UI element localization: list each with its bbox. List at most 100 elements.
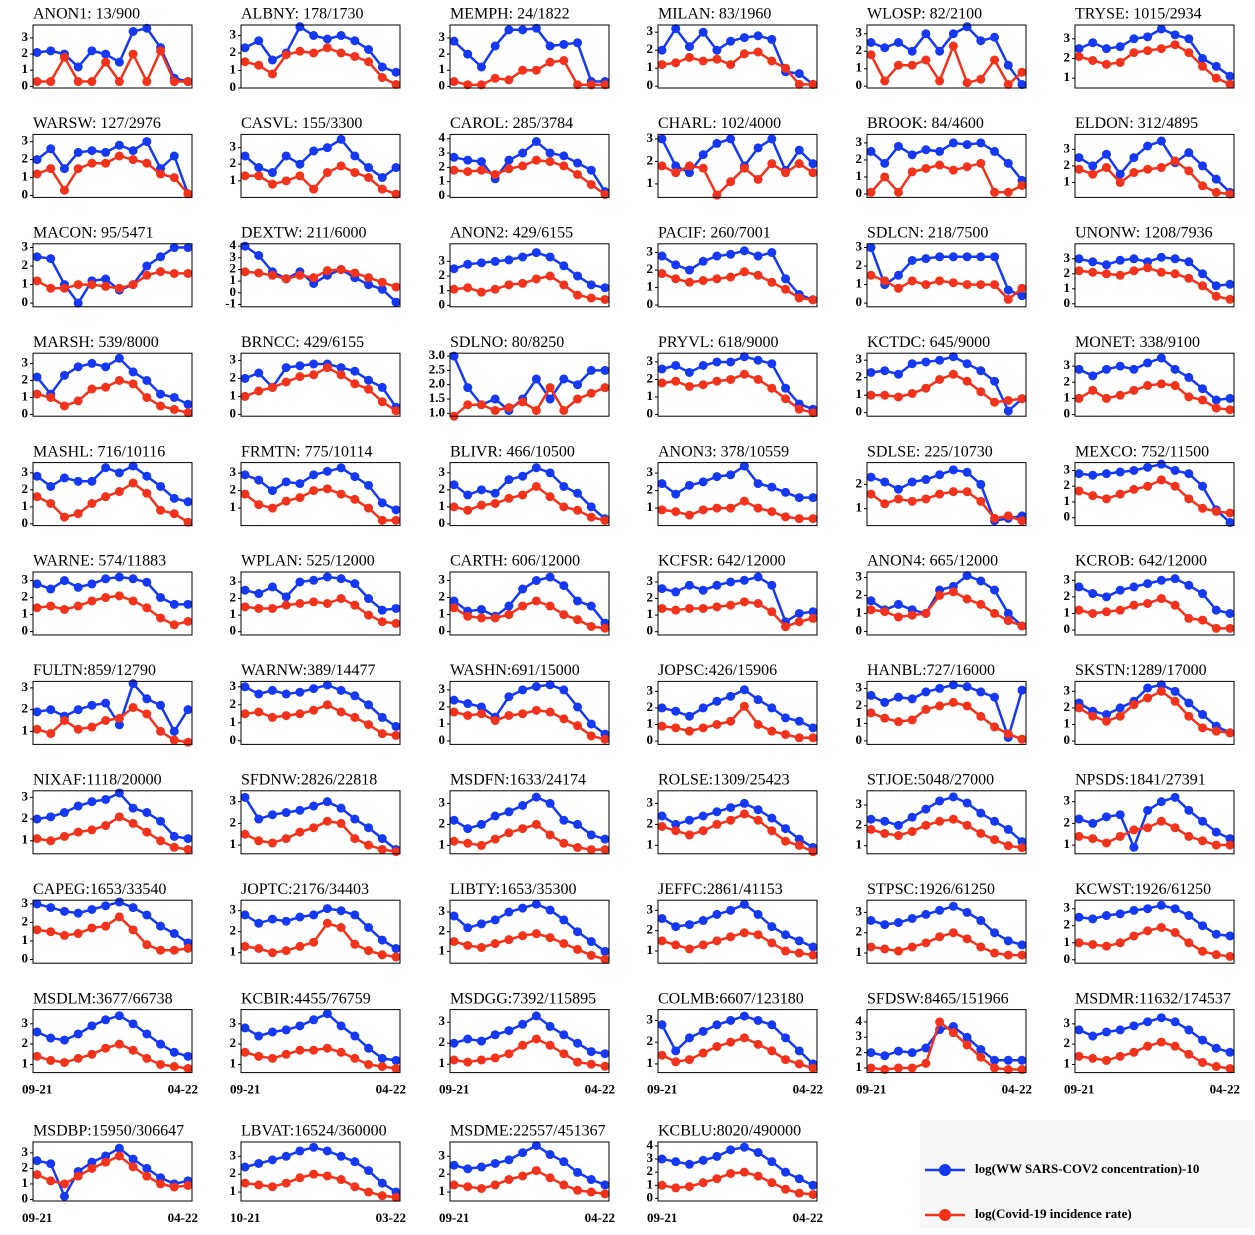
y-tick-label: 3 [856,1028,863,1043]
point [169,599,179,609]
point [73,1053,83,1063]
panel-title: ANON4: 665/12000 [867,553,998,570]
point [322,34,332,44]
y-tick-label: 0 [439,296,446,311]
panel-title: JOPSC:426/15906 [658,662,777,679]
plot-frame [449,243,610,308]
point [921,29,931,39]
point [1211,395,1221,405]
point [463,710,473,720]
point [1198,710,1208,720]
y-tick-label: 1 [439,715,446,730]
point [1211,291,1221,301]
point [377,834,387,844]
point [753,805,763,815]
point [101,492,111,502]
point [712,1151,722,1161]
y-tick-label: 1 [1064,493,1071,508]
plot-frame [32,571,193,636]
point [59,185,69,195]
point [712,54,722,64]
point [712,1042,722,1052]
point [518,161,528,171]
point [698,360,708,370]
point [267,168,277,178]
series-line [661,704,813,740]
point [1074,364,1084,374]
point [322,1146,332,1156]
point [1156,680,1166,690]
point [712,274,722,284]
y-tick-label: 1 [856,714,863,729]
point [1088,371,1098,381]
point [254,386,264,396]
point [921,55,931,65]
point [114,713,124,723]
point [962,907,972,917]
point [684,711,694,721]
point [531,792,541,802]
point [281,592,291,602]
point [1017,621,1027,631]
point [559,1157,569,1167]
plot-frame [240,680,401,745]
point [962,1040,972,1050]
panel-title: MEXCO: 752/11500 [1075,443,1209,460]
panel-title: MILAN: 83/1960 [658,6,771,23]
point [336,1151,346,1161]
point [880,276,890,286]
point [518,490,528,500]
series-line [36,139,190,195]
point [183,737,193,747]
point [948,901,958,911]
point [1184,580,1194,590]
point [907,255,917,265]
point [518,1040,528,1050]
point [1088,491,1098,501]
series-line [661,802,814,849]
y-tick-label: 2 [647,590,654,605]
point [657,378,667,388]
y-tick-label: 3 [647,901,654,916]
point [559,685,569,695]
point [866,146,876,156]
point [1115,1025,1125,1035]
series-line [453,251,606,290]
point [309,1045,319,1055]
point [350,600,360,610]
point [976,366,986,376]
panel-title: SFDSW:8465/151966 [867,990,1009,1007]
point [1225,608,1235,618]
series-line [36,356,189,406]
y-tick-label: 2 [22,481,29,496]
y-tick-label: 0 [856,404,863,419]
point [1143,358,1153,368]
point [573,944,583,954]
y-tick-label: 3 [439,681,446,696]
y-tick-label: 0 [22,1190,29,1205]
point [59,831,69,841]
y-tick-label: 3 [856,903,863,918]
panel-title: KCTDC: 645/9000 [867,334,990,351]
point [1129,931,1139,941]
point [1225,1064,1235,1074]
point [893,484,903,494]
point [142,77,152,87]
point [1115,255,1125,265]
point [322,1009,332,1019]
point [1101,838,1111,848]
point [114,57,124,67]
point [948,165,958,175]
point [962,594,972,604]
point [753,572,763,582]
point [586,719,596,729]
point [156,1179,166,1189]
series-line [870,468,1023,523]
y-tick-label: 1 [22,498,29,513]
point [476,287,486,297]
point [183,1064,193,1074]
point [948,369,958,379]
y-tick-label: 2 [22,1035,29,1050]
point [753,503,763,513]
point [309,273,319,283]
